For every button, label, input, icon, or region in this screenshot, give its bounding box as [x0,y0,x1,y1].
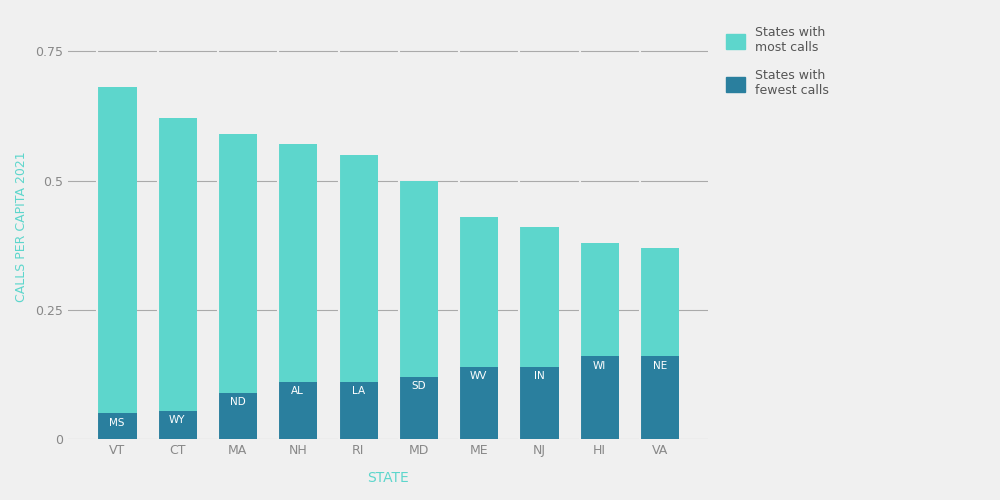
Y-axis label: CALLS PER CAPITA 2021: CALLS PER CAPITA 2021 [15,152,28,302]
Bar [339,154,378,439]
Bar [459,217,498,439]
Bar [97,414,137,439]
Bar [399,180,438,439]
Text: MS: MS [109,418,125,428]
Text: LA: LA [352,386,365,396]
Text: ND: ND [230,397,245,407]
Bar [519,367,559,439]
Text: WV: WV [470,371,487,381]
Bar [218,134,257,439]
Bar [519,227,559,439]
Bar [278,144,317,439]
Text: WI: WI [593,360,606,370]
Bar [218,392,257,439]
Text: WY: WY [169,415,185,425]
Legend: States with
most calls, States with
fewest calls: States with most calls, States with fewe… [721,21,834,102]
Bar [278,382,317,439]
Bar [97,88,137,439]
Bar [580,356,619,439]
Text: SD: SD [411,382,426,392]
Text: NE: NE [653,360,667,370]
Bar [580,242,619,439]
X-axis label: STATE: STATE [367,471,409,485]
Bar [158,411,197,439]
Bar [399,377,438,439]
Text: IN: IN [534,371,544,381]
Bar [640,248,679,439]
Bar [339,382,378,439]
Bar [459,367,498,439]
Text: AL: AL [291,386,304,396]
Bar [158,118,197,439]
Bar [640,356,679,439]
